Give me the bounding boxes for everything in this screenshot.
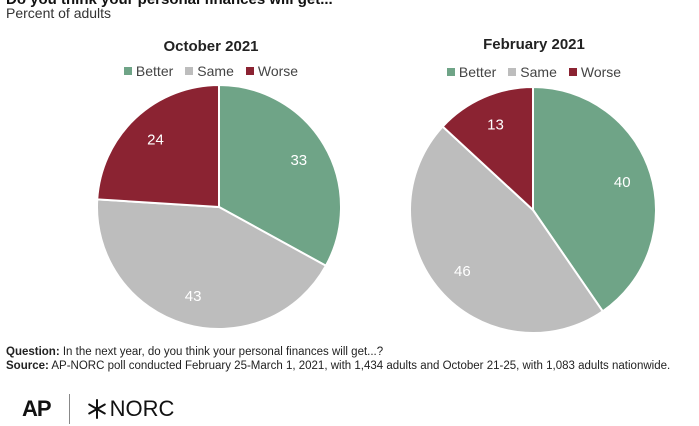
logo-divider [68,394,70,424]
pie-october: 33 43 24 [96,83,342,330]
legend-swatch-worse [245,67,254,75]
data-label-worse: 24 [147,131,164,148]
pie-slice-same [96,198,328,330]
chart-subtitle: Percent of adults [6,5,112,21]
norc-star-icon [87,399,106,419]
pie-charts: 33 43 24 40 46 13 [96,83,657,334]
legend-swatch-better [123,67,132,75]
pie-february: 40 46 13 [409,85,657,334]
legend-swatch-same [508,68,517,76]
legend-label-worse: Worse [580,64,622,80]
source-note: Source: AP-NORC poll conducted February … [6,359,670,373]
source-label: Source: [6,360,49,372]
legend-swatch-better [446,68,455,76]
chart-headline: Do you think your personal finances will… [6,0,333,8]
pie-slice-worse [96,83,220,209]
footnotes: Question: In the next year, do you think… [6,345,670,373]
norc-logo: NORC [86,396,175,422]
question-label: Question: [6,346,60,358]
legend-item-better: Better [123,63,174,79]
data-label-worse: 13 [487,116,504,133]
legend-label-better: Better [135,63,174,79]
pie-slice-better [218,83,342,268]
legend-item-better: Better [446,64,497,80]
legend-swatch-same [185,67,194,75]
legend-item-same: Same [508,64,557,80]
pie-title-february: February 2021 [483,36,585,53]
data-label-better: 40 [614,174,631,191]
legend-label-same: Same [520,64,557,80]
pie-slice-better [532,85,657,313]
pie-slice-same [409,125,605,334]
legend-label-worse: Worse [257,63,299,79]
legend-october: Better Same Worse [91,63,331,79]
legend-item-worse: Worse [245,63,299,79]
legend-swatch-worse [568,68,577,76]
legend-item-same: Same [185,63,234,79]
data-label-better: 33 [290,152,307,169]
ap-logo: AP [22,396,52,421]
source-text: AP-NORC poll conducted February 25-March… [48,360,671,372]
question-text: In the next year, do you think your pers… [59,346,384,358]
data-label-same: 46 [454,263,471,280]
norc-logo-text: NORC [109,396,175,421]
legend-item-worse: Worse [568,64,622,80]
data-label-same: 43 [185,288,202,305]
pie-slice-worse [441,85,534,213]
logos: AP NORC [22,394,174,424]
pie-title-october: October 2021 [163,38,259,55]
legend-label-better: Better [458,64,497,80]
question-note: Question: In the next year, do you think… [6,345,670,359]
legend-label-same: Same [197,63,234,79]
legend-february: Better Same Worse [414,64,654,80]
